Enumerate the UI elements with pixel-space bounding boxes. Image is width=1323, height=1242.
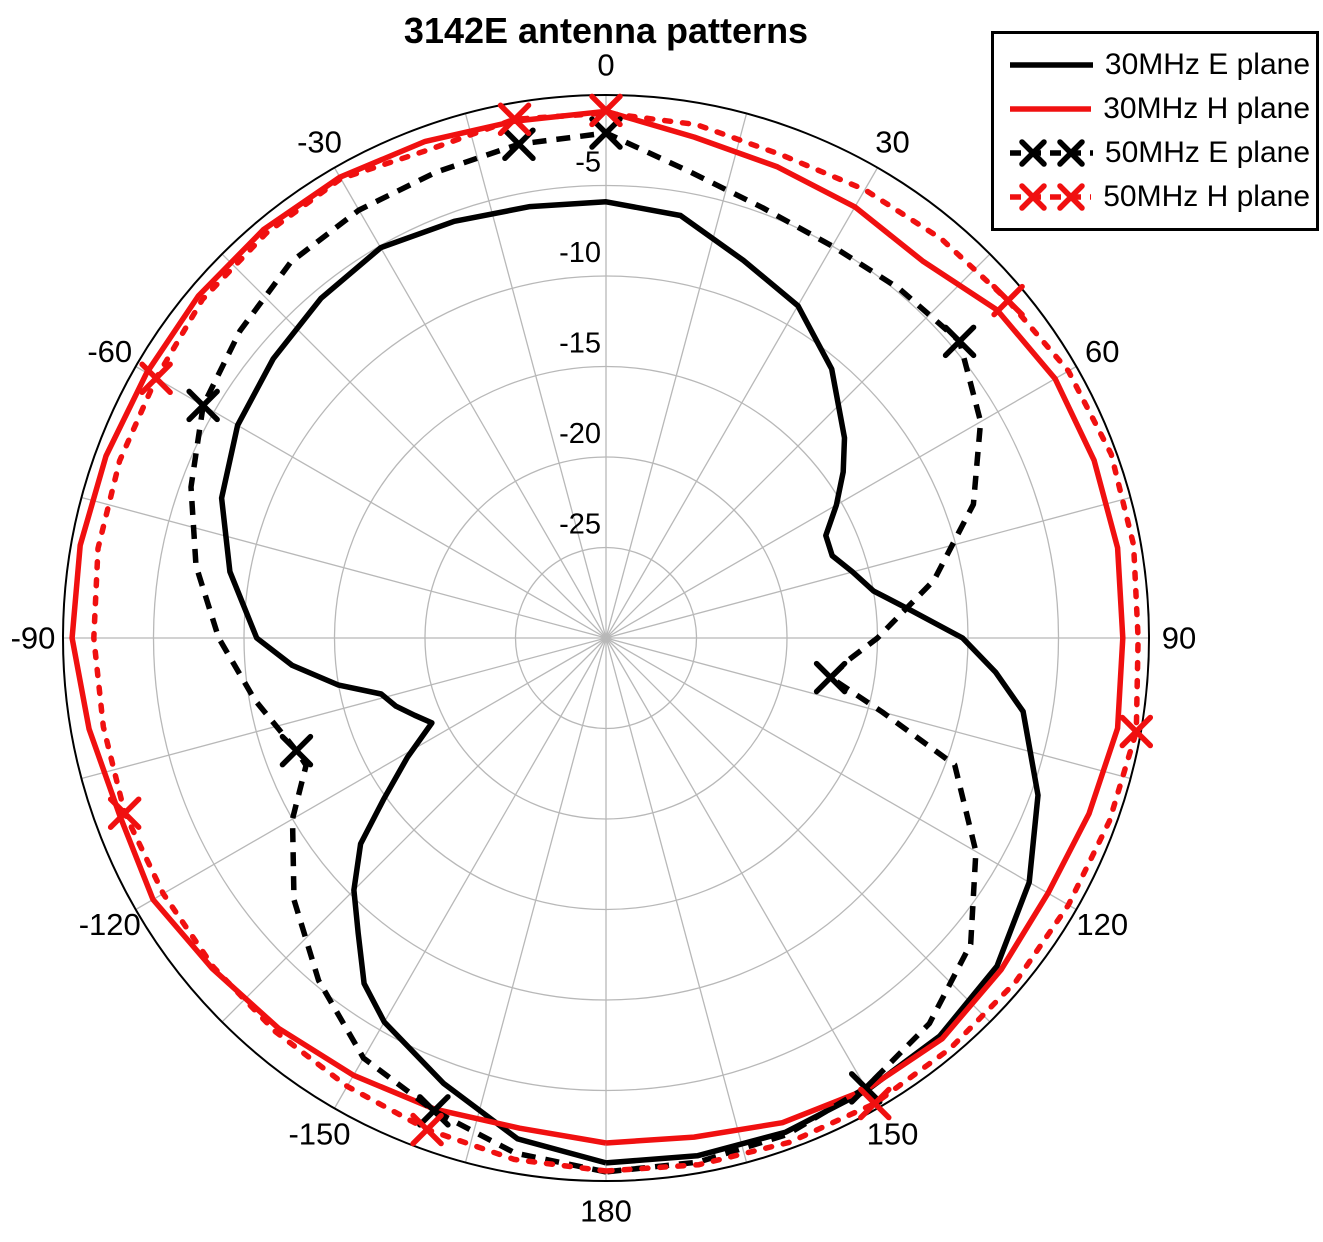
polar-grid-circle [152,184,1060,1092]
legend-label: 50MHz H plane [1103,180,1310,213]
theta-tick-label: 30 [875,124,909,159]
x-stroke [813,660,848,695]
legend: 30MHz E plane 30MHz H plane 50MHz E plane 5… [991,31,1319,231]
x-stroke [139,361,173,396]
legend-line-sample [1010,139,1093,167]
series-marker-x [410,1112,444,1147]
series-curve-0 [218,199,1041,1166]
series-marker-x [139,361,173,396]
x-stroke [589,93,623,128]
legend-label: 30MHz H plane [1103,92,1310,125]
theta-tick-label: -90 [11,621,56,656]
chart-title: 3142E antenna patterns [403,10,809,51]
x-stroke [279,733,314,768]
series-marker-x [1119,714,1154,749]
theta-tick-label: 90 [1162,621,1196,656]
theta-tick-label: 0 [597,48,614,83]
polar-grid-circle [243,275,969,1001]
x-stroke [858,1086,892,1121]
series-marker-x [497,102,532,137]
theta-tick-label: 60 [1085,334,1119,369]
series-marker-x [942,324,977,359]
series-marker-x [589,116,623,150]
x-stroke [991,283,1025,318]
legend-x-marker [1057,139,1085,167]
legend-label: 50MHz E plane [1104,136,1310,169]
x-stroke [589,116,623,150]
x-stroke [186,388,220,423]
theta-tick-label: -60 [87,334,132,369]
legend-item: 50MHz H plane [1008,175,1310,219]
x-stroke [848,1071,883,1105]
legend-x-marker [1019,139,1047,167]
legend-label: 30MHz E plane [1104,48,1310,81]
series-curve-2 [188,130,984,1175]
polar-grid-circle [424,456,788,820]
theta-tick-label: -120 [79,907,141,942]
series-marker-x [858,1086,892,1121]
r-tick-label: -15 [559,328,601,360]
series-marker-x [991,283,1025,318]
series-marker-x [589,93,623,128]
theta-tick-label: 150 [867,1117,919,1152]
series-marker-x [107,796,142,830]
theta-tick-label: 120 [1076,907,1128,942]
series-marker-x [279,733,314,768]
x-stroke [942,324,977,359]
r-tick-label: -10 [559,237,601,269]
series-marker-x [417,1094,451,1128]
r-tick-label: -20 [559,418,601,450]
legend-x-marker [1057,183,1085,211]
legend-line-sample [1010,183,1092,211]
legend-line-sample [1010,62,1093,68]
x-stroke [1119,714,1154,749]
r-tick-label: -5 [575,147,601,179]
series-marker-x [186,388,220,423]
legend-item: 30MHz E plane [1008,43,1310,87]
theta-tick-label: -150 [288,1117,350,1152]
theta-tick-label: -30 [297,124,342,159]
series-marker-x [848,1071,883,1105]
r-tick-label: -25 [559,509,601,541]
series-marker-x [813,660,848,695]
legend-line-sample [1010,106,1092,112]
x-stroke [497,102,532,137]
x-stroke [107,796,142,830]
polar-outer-ring [62,94,1150,1182]
legend-x-marker [1019,183,1047,211]
series-curve-3 [91,110,1141,1174]
legend-item: 30MHz H plane [1008,87,1310,131]
legend-item: 50MHz E plane [1008,131,1310,175]
polar-grid-circle [514,546,698,730]
x-stroke [417,1094,451,1128]
theta-tick-label: 180 [580,1194,632,1229]
x-stroke [410,1112,444,1147]
